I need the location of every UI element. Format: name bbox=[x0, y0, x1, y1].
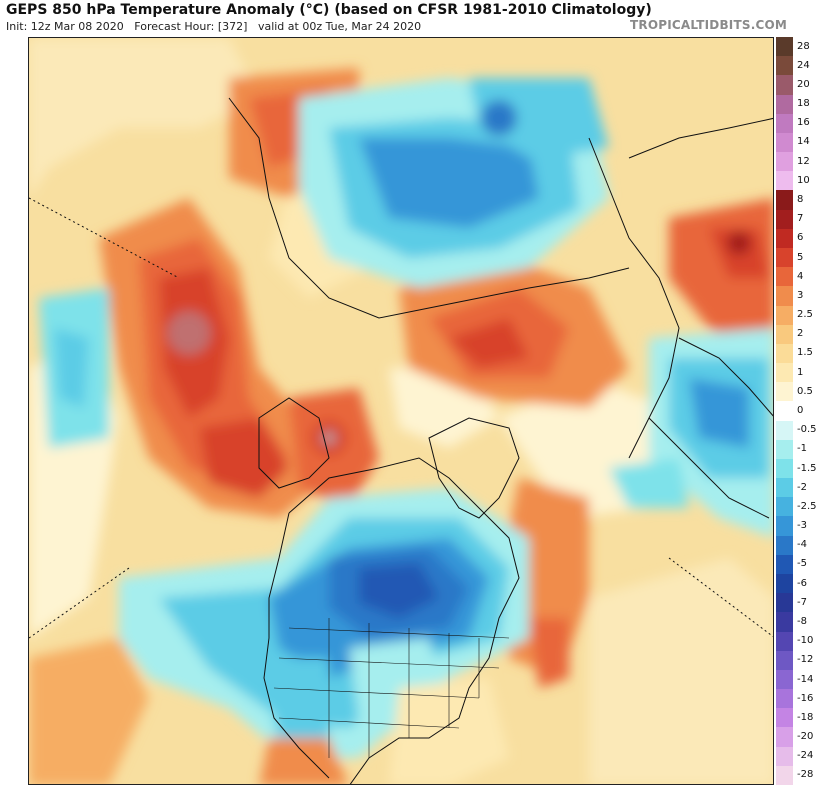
legend-tick-label: 28 bbox=[797, 40, 810, 52]
legend-swatch bbox=[776, 612, 793, 633]
legend-swatch bbox=[776, 727, 793, 748]
legend-tick-label: -1.5 bbox=[797, 462, 817, 474]
legend-swatch bbox=[776, 593, 793, 613]
forecast-hour: Forecast Hour: [372] bbox=[134, 20, 248, 33]
legend-swatch bbox=[776, 401, 793, 422]
legend-tick-label: 12 bbox=[797, 155, 810, 167]
legend-swatch bbox=[776, 497, 793, 517]
legend-tick-label: -28 bbox=[797, 769, 814, 781]
legend-swatch bbox=[776, 708, 793, 728]
legend-tick-label: 6 bbox=[797, 232, 804, 244]
legend-swatch bbox=[776, 190, 793, 211]
legend-tick-label: -16 bbox=[797, 692, 814, 704]
legend-swatch bbox=[776, 209, 793, 230]
legend-swatch bbox=[776, 420, 793, 441]
legend-swatch bbox=[776, 152, 793, 172]
legend-tick-label: 18 bbox=[797, 98, 810, 110]
legend-swatch bbox=[776, 363, 793, 383]
legend-swatch bbox=[776, 171, 793, 191]
legend-tick-label: -2 bbox=[797, 481, 807, 493]
state-borders bbox=[273, 618, 510, 758]
legend-swatch bbox=[776, 132, 793, 153]
legend-tick-label: 1.5 bbox=[797, 347, 813, 359]
legend-tick-label: -3 bbox=[797, 520, 807, 532]
legend-swatch bbox=[776, 689, 793, 709]
legend-swatch bbox=[776, 535, 793, 556]
legend-swatch bbox=[776, 286, 793, 306]
legend-tick-label: -2.5 bbox=[797, 500, 817, 512]
legend-tick-label: 4 bbox=[797, 270, 804, 282]
legend-tick-label: -10 bbox=[797, 635, 814, 647]
anomaly-field bbox=[29, 38, 773, 784]
legend-swatch bbox=[776, 305, 793, 326]
map-title: GEPS 850 hPa Temperature Anomaly (°C) (b… bbox=[6, 2, 652, 18]
legend-tick-label: 16 bbox=[797, 117, 810, 129]
legend-tick-label: -4 bbox=[797, 539, 807, 551]
brand-watermark[interactable]: TROPICALTIDBITS.COM bbox=[630, 18, 787, 32]
legend-tick-label: -1 bbox=[797, 443, 807, 455]
map-subtitle: Init: 12z Mar 08 2020 Forecast Hour: [37… bbox=[6, 20, 421, 33]
legend-tick-label: 0 bbox=[797, 405, 804, 416]
legend-swatch bbox=[776, 669, 793, 690]
legend-tick-label: 0.5 bbox=[797, 385, 813, 397]
legend-tick-label: 14 bbox=[797, 136, 810, 148]
legend-swatch bbox=[776, 458, 793, 479]
legend-swatch bbox=[776, 228, 793, 249]
legend-swatch bbox=[776, 746, 793, 767]
legend-tick-label: 5 bbox=[797, 251, 804, 263]
color-legend: 28 24 20 18 16 14 12 10 8 7 6 5 4 3 2.5 2 1.5 1 0.5 0 -0.5 -1… bbox=[776, 37, 819, 786]
legend-tick-label: -18 bbox=[797, 711, 814, 723]
anomaly-map-graphic bbox=[29, 38, 773, 784]
legend-swatch bbox=[776, 382, 793, 402]
legend-swatch bbox=[776, 75, 793, 96]
legend-tick-label: 10 bbox=[797, 174, 810, 186]
legend-swatch bbox=[776, 343, 793, 364]
legend-swatch bbox=[776, 113, 793, 134]
legend-swatch bbox=[776, 631, 793, 652]
legend-swatch bbox=[776, 478, 793, 498]
legend-tick-label: 3 bbox=[797, 289, 804, 301]
legend-swatch bbox=[776, 56, 793, 76]
legend-tick-label: -5 bbox=[797, 558, 807, 570]
legend-swatch bbox=[776, 267, 793, 287]
legend-tick-label: -20 bbox=[797, 731, 814, 743]
valid-time: valid at 00z Tue, Mar 24 2020 bbox=[257, 20, 422, 33]
legend-swatch bbox=[776, 765, 793, 786]
legend-swatch bbox=[776, 439, 793, 460]
legend-swatch bbox=[776, 574, 793, 594]
legend-tick-label: -12 bbox=[797, 654, 814, 666]
legend-swatch bbox=[776, 650, 793, 671]
legend-tick-label: 1 bbox=[797, 366, 804, 378]
legend-tick-label: 8 bbox=[797, 194, 804, 206]
legend-tick-label: 7 bbox=[797, 213, 804, 225]
coastlines bbox=[29, 97, 773, 784]
legend-swatch bbox=[776, 37, 793, 57]
legend-tick-label: -6 bbox=[797, 577, 807, 589]
legend-tick-label: 24 bbox=[797, 59, 810, 71]
legend-swatch bbox=[776, 94, 793, 115]
legend-tick-label: -0.5 bbox=[797, 424, 817, 436]
legend-tick-label: -8 bbox=[797, 615, 807, 627]
legend-tick-label: -14 bbox=[797, 673, 814, 685]
legend-swatch bbox=[776, 324, 793, 345]
legend-swatch bbox=[776, 554, 793, 575]
legend-swatch bbox=[776, 247, 793, 268]
legend-swatch bbox=[776, 516, 793, 537]
legend-tick-label: -7 bbox=[797, 596, 807, 608]
legend-tick-label: -24 bbox=[797, 750, 814, 762]
legend-tick-label: 2 bbox=[797, 328, 804, 340]
legend-tick-label: 20 bbox=[797, 78, 810, 90]
legend-tick-label: 2.5 bbox=[797, 309, 813, 321]
init-time: Init: 12z Mar 08 2020 bbox=[6, 20, 124, 33]
anomaly-map bbox=[28, 37, 774, 785]
